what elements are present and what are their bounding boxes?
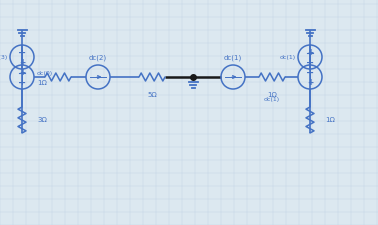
Text: +: + bbox=[307, 48, 313, 57]
Text: −: − bbox=[306, 57, 314, 68]
Text: dc(3): dc(3) bbox=[0, 54, 8, 59]
Text: dc(2): dc(2) bbox=[89, 54, 107, 61]
Text: +: + bbox=[19, 68, 25, 77]
Text: −: − bbox=[18, 48, 26, 58]
Text: 3Ω: 3Ω bbox=[37, 117, 47, 123]
Text: 5Ω: 5Ω bbox=[147, 92, 157, 98]
Text: 1Ω: 1Ω bbox=[325, 117, 335, 123]
Text: dc(0): dc(0) bbox=[37, 71, 53, 76]
Text: dc(1): dc(1) bbox=[280, 54, 296, 59]
Text: +: + bbox=[307, 78, 313, 87]
Text: −: − bbox=[306, 68, 314, 78]
Text: 1Ω: 1Ω bbox=[267, 92, 277, 98]
Text: dc(1): dc(1) bbox=[224, 54, 242, 61]
Text: dc(1): dc(1) bbox=[264, 97, 280, 102]
Text: −: − bbox=[18, 77, 26, 87]
Text: +: + bbox=[19, 58, 25, 67]
Text: 1Ω: 1Ω bbox=[37, 80, 47, 86]
